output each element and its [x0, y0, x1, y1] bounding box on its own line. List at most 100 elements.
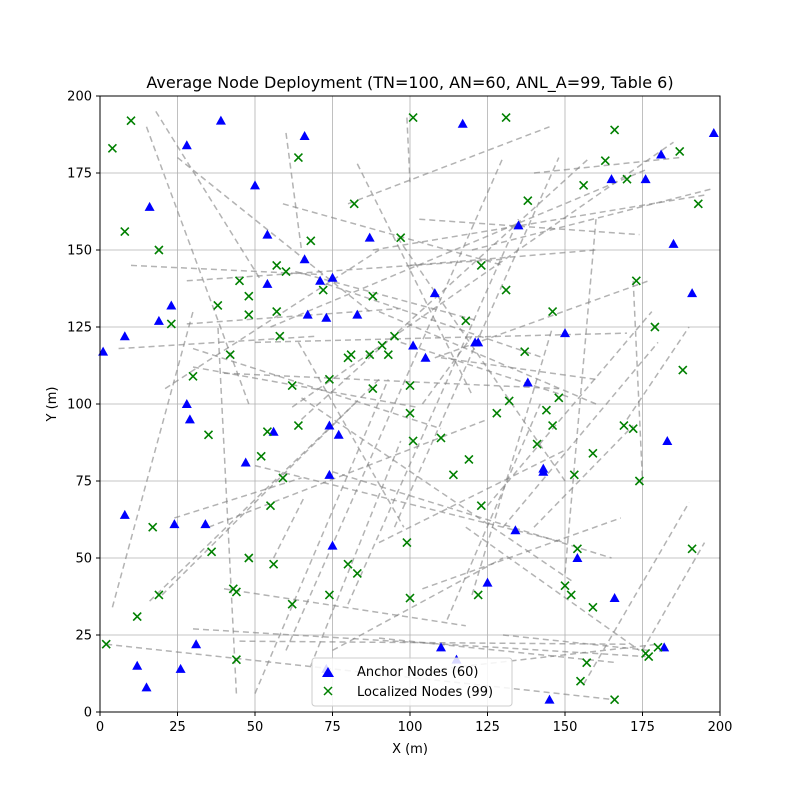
link-line [174, 477, 302, 519]
link-line [446, 403, 541, 620]
anchor-node-point [640, 174, 651, 184]
y-tick-label: 125 [67, 321, 92, 336]
link-line [223, 372, 559, 390]
anchor-node-point [321, 312, 332, 322]
localized-node-point [461, 316, 471, 326]
localized-node-point [436, 433, 446, 443]
localized-node-point [365, 350, 375, 360]
link-line [155, 111, 262, 282]
localized-node-point [504, 396, 514, 406]
localized-node-point [126, 116, 136, 126]
link-line [419, 218, 640, 236]
localized-node-point [287, 380, 297, 391]
anchor-node-point [250, 180, 260, 190]
x-tick-label: 25 [169, 720, 186, 735]
link-line [223, 588, 466, 627]
link-line [626, 326, 690, 420]
link-line [164, 249, 380, 390]
localized-node-point [120, 226, 130, 237]
localized-node-point [693, 199, 703, 209]
y-axis-label: Y (m) [45, 387, 60, 423]
localized-node-point [501, 285, 511, 295]
x-tick-label: 125 [475, 720, 500, 735]
localized-node-point [272, 307, 282, 317]
anchor-node-point [98, 346, 109, 356]
link-line [270, 169, 646, 328]
localized-node-point [628, 424, 638, 434]
anchor-node-point [324, 469, 335, 479]
localized-node-point [560, 581, 570, 591]
localized-node-point [262, 427, 272, 437]
anchor-node-point [420, 352, 431, 362]
localized-node-point [588, 448, 598, 458]
link-line [421, 335, 473, 405]
legend: Anchor Nodes (60) Localized Nodes (99) [311, 657, 513, 707]
anchor-node-point [429, 288, 440, 298]
x-tick-label: 100 [398, 720, 423, 735]
localized-node-point [377, 340, 387, 351]
localized-node-point [579, 180, 589, 190]
link-line [465, 526, 640, 652]
link-line [272, 496, 306, 559]
link-line [285, 132, 303, 251]
localized-node-point [600, 156, 610, 166]
x-axis-label: X (m) [392, 742, 428, 757]
anchor-node-point [240, 457, 251, 467]
localized-node-point [448, 470, 458, 480]
localized-node-point [349, 199, 359, 209]
localized-node-point [234, 276, 245, 286]
localized-node-point [207, 547, 217, 557]
anchor-node-point [262, 278, 273, 288]
link-line [186, 258, 504, 282]
anchor-node-point [175, 663, 186, 673]
grid [99, 95, 721, 713]
localized-node-point [346, 350, 356, 360]
link-line [406, 117, 411, 183]
legend-anchor-label: Anchor Nodes (60) [357, 665, 478, 680]
localized-node-point [532, 439, 542, 449]
link-line [347, 218, 520, 605]
link-line [502, 341, 659, 528]
localized-node-point [678, 365, 688, 375]
localized-node-point [269, 559, 279, 569]
anchor-node-point [473, 337, 484, 347]
x-tick-label: 0 [96, 720, 104, 735]
anchor-node-point [302, 309, 313, 319]
anchor-node-point [560, 328, 570, 338]
localized-node-point [634, 476, 644, 486]
localized-node-point [389, 331, 400, 341]
localized-node-point [554, 393, 564, 403]
localized-node-point [575, 676, 586, 686]
link-line [145, 126, 250, 405]
link-line [282, 203, 504, 267]
localized-node-point [244, 310, 254, 320]
localized-node-point [631, 276, 641, 286]
link-line [332, 471, 612, 559]
link-line [130, 264, 324, 276]
link-lines [106, 111, 714, 701]
anchor-node-point [352, 309, 363, 319]
localized-node-point [148, 522, 158, 532]
legend-box [311, 657, 513, 707]
localized-node-point [476, 260, 486, 270]
anchor-node-point [181, 399, 192, 408]
legend-localized-marker [323, 686, 333, 696]
localized-node-point [352, 568, 362, 578]
localized-node-point [569, 470, 579, 480]
axis-ticks: 0 25 50 75 100 125 150 175 200 0 25 50 75 100 125 150 17… [67, 90, 732, 736]
anchor-node-point [191, 639, 202, 649]
anchor-node-point [513, 220, 524, 230]
y-tick-label: 150 [67, 244, 92, 259]
localized-node-point [107, 143, 117, 153]
anchor-node-point [668, 238, 679, 248]
anchor-node-point [119, 331, 130, 341]
link-line [533, 425, 634, 528]
anchor-node-point [333, 429, 344, 439]
x-tick-label: 150 [553, 720, 578, 735]
link-line [186, 307, 401, 325]
localized-node-point [588, 602, 598, 612]
link-line [217, 323, 238, 694]
y-tick-label: 100 [67, 398, 92, 413]
link-line [347, 126, 550, 205]
